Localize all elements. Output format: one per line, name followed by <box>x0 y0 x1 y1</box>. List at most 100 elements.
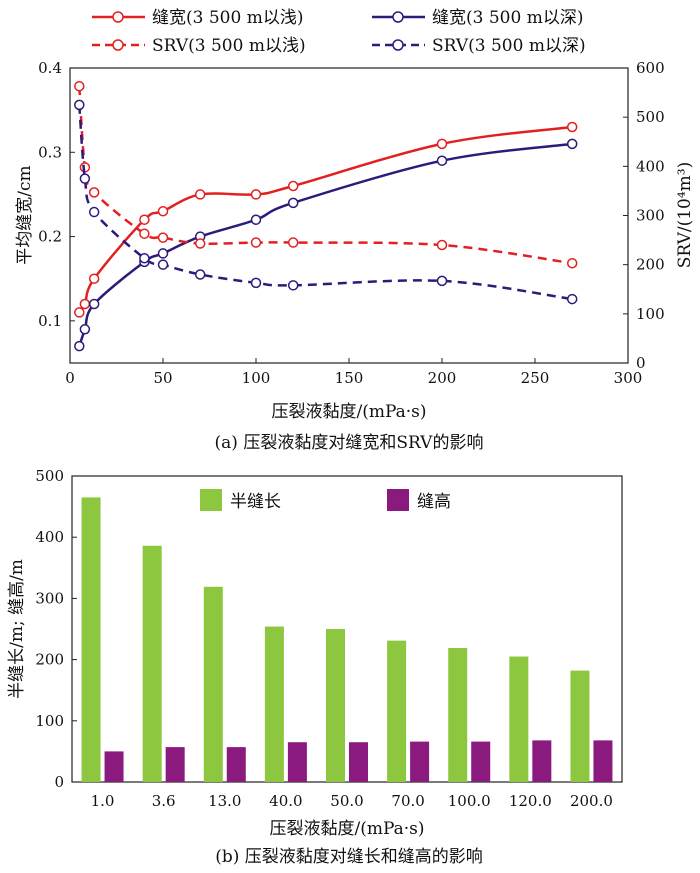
legend-label-a-3: SRV(3 500 m以深) <box>432 36 586 56</box>
series-0-point <box>436 138 448 150</box>
legend-item-a-0: 缝宽(3 500 m以浅) <box>92 8 303 28</box>
series-1-point <box>436 155 448 166</box>
series-2-point <box>139 228 150 239</box>
x-tick-label: 100 <box>242 369 271 387</box>
chart-a-caption: (a) 压裂液黏度对缝宽和SRV的影响 <box>215 433 484 453</box>
bar-half-length <box>387 640 407 782</box>
y-left-tick-label: 0.3 <box>38 143 62 161</box>
b-y-tick-label: 100 <box>35 712 64 730</box>
x-tick-label: 150 <box>335 369 364 387</box>
series-2-point <box>157 232 169 243</box>
bar-height <box>593 740 613 782</box>
x-tick-label: 200 <box>428 369 457 387</box>
b-y-tick-label: 0 <box>54 773 64 791</box>
series-1-point <box>157 248 169 259</box>
series-line-2 <box>78 86 573 265</box>
series-0-point <box>250 189 262 200</box>
bar-half-length <box>509 656 529 782</box>
chart-a: 缝宽(3 500 m以浅) 缝宽(3 500 m以深) SRV(3 500 m以… <box>15 8 695 453</box>
bar-half-length <box>326 629 345 782</box>
legend-label-a-2: SRV(3 500 m以浅) <box>152 36 306 56</box>
bar-height <box>165 747 185 782</box>
series-3-point <box>436 275 448 287</box>
series-2-point <box>88 187 100 198</box>
series-2-point <box>287 237 299 248</box>
series-0-point <box>287 180 299 192</box>
chart-b-caption: (b) 压裂液黏度对缝长和缝高的影响 <box>215 847 483 867</box>
series-3-point <box>250 277 262 289</box>
series-1-point <box>566 138 578 150</box>
legend-item-a-3: SRV(3 500 m以深) <box>372 36 586 56</box>
legend-label-a-1: 缝宽(3 500 m以深) <box>432 8 583 28</box>
bar-half-length <box>264 626 284 782</box>
legend-label-a-0: 缝宽(3 500 m以浅) <box>152 8 303 28</box>
bar-half-length <box>81 497 101 782</box>
legend-label-b-1: 缝高 <box>417 492 451 512</box>
legend-item-b-1: 缝高 <box>387 489 451 512</box>
chart-a-legend: 缝宽(3 500 m以浅) 缝宽(3 500 m以深) SRV(3 500 m以… <box>92 8 586 56</box>
chart-a-ylabel-left: 平均缝宽/cm <box>15 165 35 264</box>
b-x-tick-label: 120.0 <box>509 792 552 810</box>
y-right-tick-label: 100 <box>636 305 665 323</box>
bar-height <box>532 740 552 782</box>
series-0-point <box>139 214 150 225</box>
series-2-point <box>436 239 448 251</box>
x-tick-label: 50 <box>153 369 172 387</box>
legend-item-a-2: SRV(3 500 m以浅) <box>92 36 306 56</box>
b-x-tick-label: 13.0 <box>208 792 241 810</box>
chart-a-xlabel: 压裂液黏度/(mPa·s) <box>271 402 426 422</box>
b-y-tick-label: 300 <box>35 589 64 607</box>
bar-half-length <box>448 647 468 782</box>
series-1-point <box>74 340 85 352</box>
b-y-tick-label: 400 <box>35 528 64 546</box>
chart-b-frame <box>71 475 623 783</box>
b-y-tick-label: 200 <box>35 651 64 669</box>
b-x-tick-label: 1.0 <box>91 792 115 810</box>
series-line-1 <box>78 142 573 347</box>
y-left-tick-label: 0.2 <box>38 228 62 246</box>
series-3-point <box>88 206 100 218</box>
y-right-tick-label: 300 <box>636 207 665 225</box>
legend-item-b-0: 半缝长 <box>200 489 281 512</box>
bar-height <box>287 742 307 782</box>
series-2-point <box>250 237 262 248</box>
series-3-point <box>157 259 169 270</box>
legend-item-a-1: 缝宽(3 500 m以深) <box>372 8 583 28</box>
y-right-tick-label: 500 <box>636 108 665 126</box>
y-left-tick-label: 0.1 <box>38 312 62 330</box>
series-2-point <box>194 238 206 249</box>
bar-half-length <box>570 670 590 782</box>
y-right-tick-label: 400 <box>636 157 665 175</box>
chart-b-legend: 半缝长 缝高 <box>200 489 451 512</box>
series-1-point <box>88 298 100 310</box>
b-x-tick-label: 3.6 <box>152 792 176 810</box>
b-x-tick-label: 70.0 <box>391 792 424 810</box>
x-tick-label: 0 <box>65 369 75 387</box>
y-right-tick-label: 0 <box>636 354 646 372</box>
x-tick-label: 300 <box>614 369 643 387</box>
series-3-point <box>287 280 299 291</box>
legend-label-b-0: 半缝长 <box>230 492 281 512</box>
b-y-tick-label: 500 <box>35 467 64 485</box>
series-1-point <box>250 214 262 225</box>
series-0-point <box>566 121 578 133</box>
series-1-point <box>79 324 91 335</box>
y-right-tick-label: 600 <box>636 59 665 77</box>
y-right-tick-label: 200 <box>636 256 665 274</box>
series-3-point <box>194 269 206 280</box>
series-0-point <box>194 189 206 200</box>
bar-half-length <box>203 586 223 782</box>
chart-a-ylabel-right: SRV/(10⁴m³) <box>675 162 695 269</box>
series-0-point <box>79 298 91 310</box>
series-0-point <box>88 273 100 284</box>
b-x-tick-label: 50.0 <box>330 792 363 810</box>
series-0-point <box>74 307 85 318</box>
series-0-point <box>157 206 169 217</box>
bar-half-length <box>142 545 162 782</box>
y-left-tick-label: 0.4 <box>38 59 62 77</box>
x-tick-label: 250 <box>521 369 550 387</box>
b-x-tick-label: 40.0 <box>269 792 302 810</box>
bar-height <box>349 742 368 782</box>
chart-b-xlabel: 压裂液黏度/(mPa·s) <box>269 819 424 839</box>
series-3-point <box>566 293 578 305</box>
